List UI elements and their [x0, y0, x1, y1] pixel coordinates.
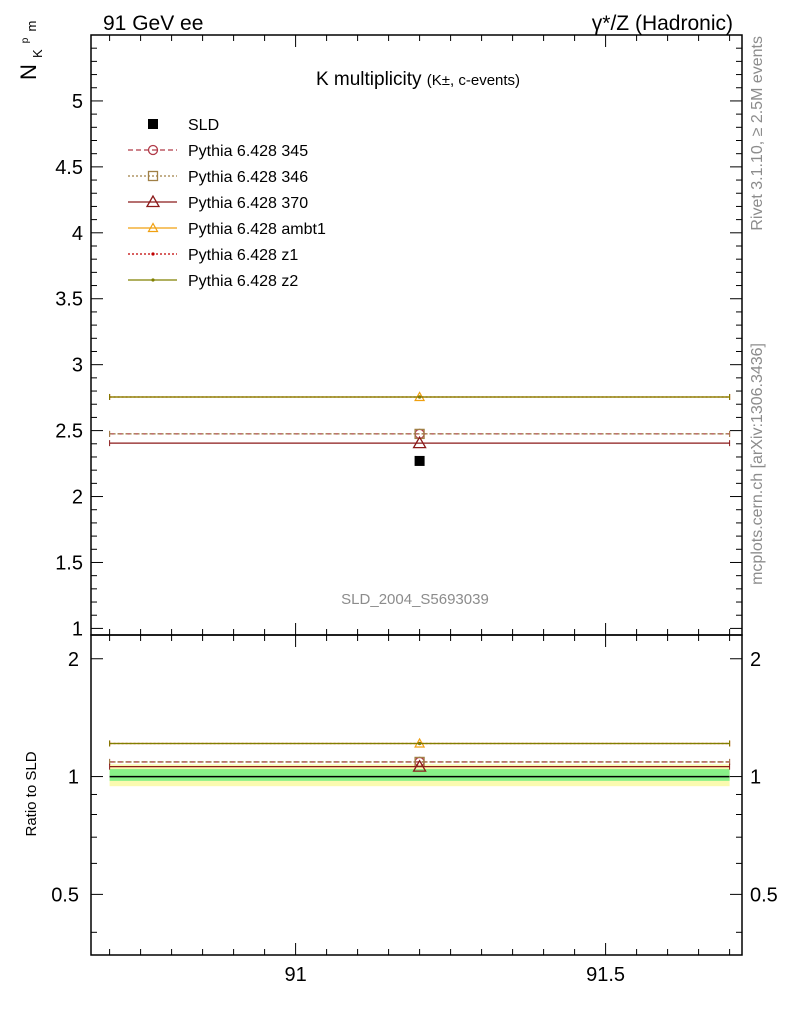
ratio-y-tick-label: 1 — [68, 767, 79, 789]
x-tick-label: 91.5 — [586, 964, 625, 986]
y-tick-label: 2 — [72, 487, 83, 509]
legend-marker-2 — [147, 170, 159, 182]
y-tick-label: 1 — [72, 618, 83, 640]
ratio-series — [109, 737, 731, 772]
analysis-watermark: SLD_2004_S5693039 — [341, 591, 489, 608]
main-title: K multiplicity (K±, c-events) — [316, 69, 520, 90]
legend-marker-5 — [151, 252, 155, 256]
main-ylabel-tail: m — [24, 21, 39, 32]
ratio-y-tick-label-right: 0.5 — [750, 884, 778, 906]
main-ylabel: N K p m — [8, 21, 47, 80]
main-series — [109, 391, 731, 466]
legend-label-0: SLD — [188, 117, 219, 134]
ratio-uncertainty-band — [109, 764, 730, 787]
rivet-label: Rivet 3.1.10, ≥ 2.5M events — [749, 36, 766, 231]
ratio-panel: Ratio to SLD 0.5 0.5 1 1 2 2 91 91.5 — [23, 634, 778, 986]
legend-marker-4 — [147, 222, 159, 233]
main-title-text: K multiplicity — [316, 69, 422, 90]
y-tick-label: 4.5 — [55, 157, 83, 179]
band-inner — [109, 769, 730, 781]
legend-marker-1 — [147, 144, 159, 156]
main-ylabel-sup: p — [20, 37, 31, 43]
mc-marker-3 — [412, 435, 427, 449]
y-tick-label: 2.5 — [55, 421, 83, 443]
legend-label-3: Pythia 6.428 370 — [188, 195, 308, 212]
legend-label-1: Pythia 6.428 345 — [188, 143, 308, 160]
legend-label-5: Pythia 6.428 z1 — [188, 247, 298, 264]
main-axes: 1 1.5 2 2.5 3 3.5 4 4.5 5 — [55, 35, 742, 640]
main-ylabel-sub: K — [30, 49, 45, 58]
legend-marker-3 — [145, 194, 161, 208]
legend-label-2: Pythia 6.428 346 — [188, 169, 308, 186]
y-tick-label: 4 — [72, 223, 83, 245]
x-tick-label: 91 — [284, 964, 306, 986]
legend-marker-6 — [151, 278, 155, 282]
sld-data-point — [414, 455, 425, 466]
legend: SLD Pythia 6.428 345 Pythia 6.428 346 Pythi… — [128, 117, 326, 290]
y-tick-label: 5 — [72, 91, 83, 113]
legend-swatch-sld — [148, 119, 158, 129]
ratio-y-tick-label: 2 — [68, 649, 79, 671]
ratio-axes: 0.5 0.5 1 1 2 2 91 91.5 — [51, 635, 778, 986]
mc-marker-6 — [418, 395, 422, 399]
y-tick-label: 1.5 — [55, 552, 83, 574]
ratio-ylabel: Ratio to SLD — [23, 751, 40, 836]
legend-label-4: Pythia 6.428 ambt1 — [188, 221, 326, 238]
ratio-y-tick-label-right: 2 — [750, 649, 761, 671]
y-tick-label: 3.5 — [55, 289, 83, 311]
ratio-y-tick-label-right: 1 — [750, 767, 761, 789]
ratio-marker-2 — [412, 759, 427, 772]
y-tick-label: 3 — [72, 355, 83, 377]
main-ylabel-base: N — [16, 64, 41, 80]
main-panel: K multiplicity (K±, c-events) N K p m SL… — [8, 21, 743, 640]
ratio-y-tick-label: 0.5 — [51, 884, 79, 906]
mcplots-label: mcplots.cern.ch [arXiv:1306.3436] — [749, 343, 766, 585]
header-right: γ*/Z (Hadronic) — [592, 12, 733, 35]
ratio-frame — [90, 634, 743, 956]
ratio-marker-5 — [418, 741, 422, 746]
legend-label-6: Pythia 6.428 z2 — [188, 273, 298, 290]
header-left: 91 GeV ee — [103, 12, 203, 35]
main-title-sub: (K±, c-events) — [427, 72, 520, 89]
